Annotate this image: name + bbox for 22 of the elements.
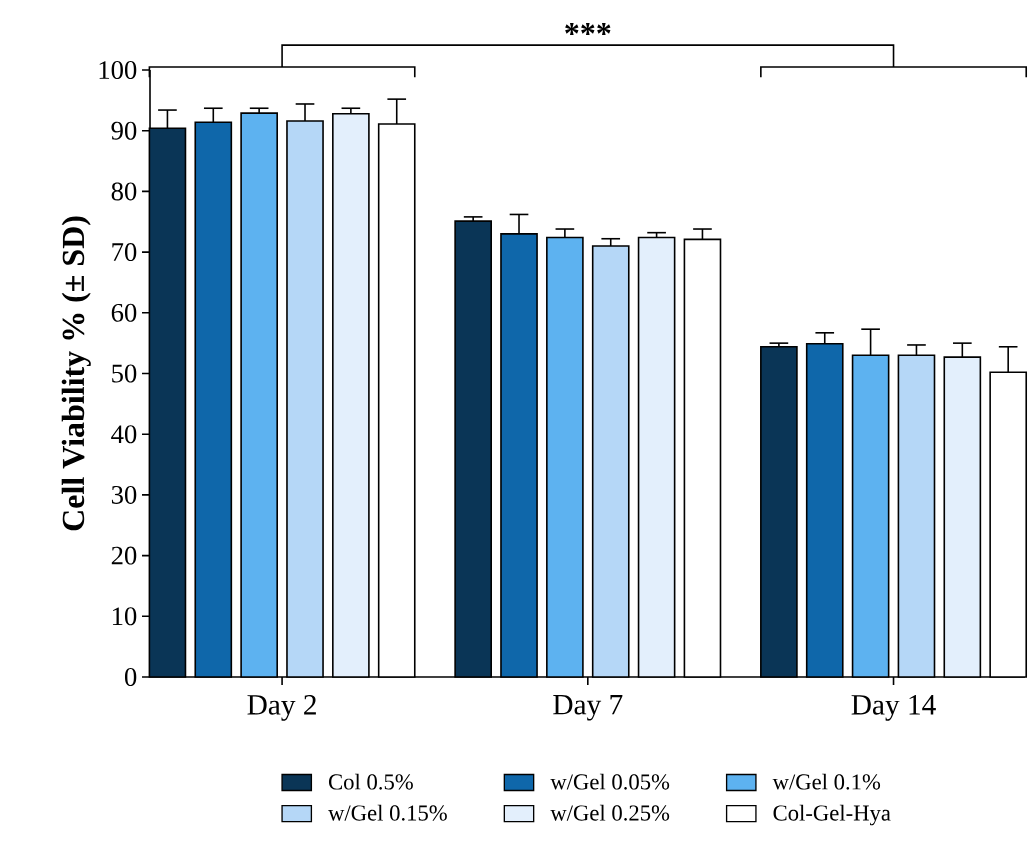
legend-label: w/Gel 0.25% (550, 804, 670, 821)
x-tick-label: Day 7 (553, 695, 623, 721)
legend-label: w/Gel 0.05% (550, 773, 670, 790)
legend-label: w/Gel 0.15% (328, 804, 447, 821)
y-tick-label: 70 (112, 243, 137, 262)
legend-label: Col-Gel-Hya (773, 804, 891, 826)
y-tick-label: 20 (111, 546, 137, 565)
y-tick-label: 10 (112, 607, 137, 626)
y-axis-title: Cell Viability % (± SD) (61, 216, 91, 531)
y-tick-label: 100 (99, 61, 137, 79)
x-tick-label: Day 2 (247, 695, 316, 721)
x-tick-label: Day 14 (851, 695, 936, 721)
y-tick-label: 30 (111, 485, 137, 504)
y-tick-label: 80 (111, 182, 137, 201)
y-tick-label: 40 (111, 425, 137, 444)
y-tick-label: 0 (124, 667, 137, 686)
y-tick-label: 50 (112, 364, 137, 383)
text: *** (565, 22, 611, 35)
legend-label: Col 0.5% (328, 773, 413, 790)
legend-label: w/Gel 0.1% (772, 773, 881, 790)
y-tick-label: 90 (111, 121, 137, 140)
y-tick-label: 60 (111, 303, 137, 322)
